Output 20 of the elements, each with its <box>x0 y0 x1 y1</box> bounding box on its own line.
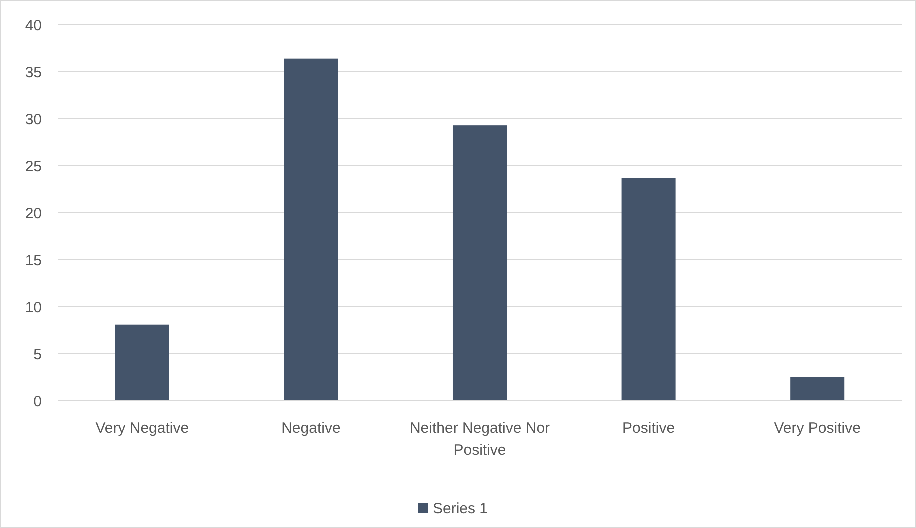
bar <box>115 324 170 401</box>
y-tick-label: 25 <box>25 158 42 176</box>
bar <box>622 178 676 401</box>
y-tick-label: 40 <box>25 17 42 34</box>
bar <box>790 378 845 401</box>
bar <box>284 58 338 401</box>
y-tick-label: 20 <box>25 205 42 222</box>
y-tick-label: 15 <box>25 252 42 270</box>
y-tick-label: 35 <box>25 64 42 82</box>
x-tick-label: Positive <box>622 420 676 437</box>
y-tick-label: 30 <box>25 111 42 128</box>
bar <box>452 126 508 401</box>
y-tick-label: 5 <box>34 346 42 364</box>
x-tick-label: Neither Negative Nor Positive <box>410 420 550 459</box>
y-tick-label: 0 <box>34 393 42 410</box>
x-tick-label: Very Negative <box>96 420 190 437</box>
x-tick-label: Negative <box>282 420 341 437</box>
legend-label: Series 1 <box>433 500 488 518</box>
y-tick-label: 10 <box>25 299 42 316</box>
x-tick-label: Very Positive <box>774 420 861 437</box>
